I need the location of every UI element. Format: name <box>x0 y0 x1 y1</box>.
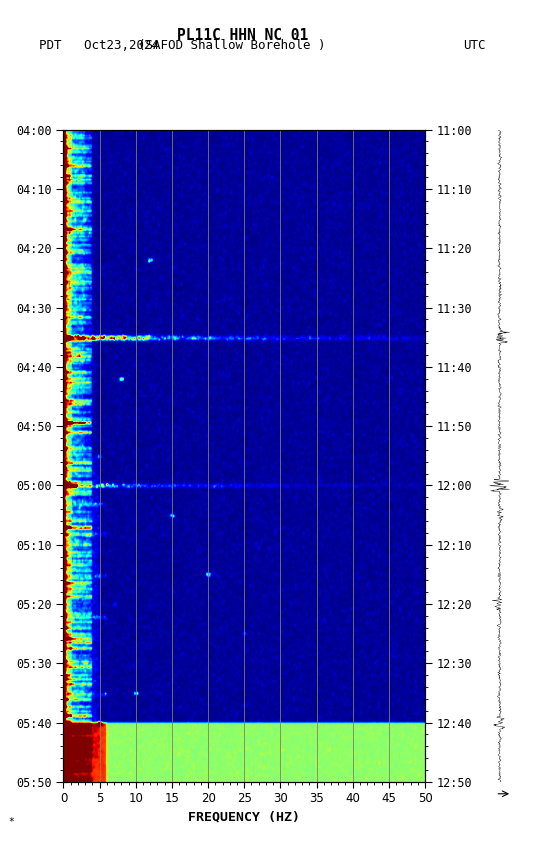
Text: *: * <box>8 817 14 827</box>
Text: PL11C HHN NC 01: PL11C HHN NC 01 <box>177 28 309 42</box>
X-axis label: FREQUENCY (HZ): FREQUENCY (HZ) <box>188 811 300 824</box>
Text: UTC: UTC <box>464 39 486 52</box>
Text: (SAFOD Shallow Borehole ): (SAFOD Shallow Borehole ) <box>138 39 326 52</box>
Text: PDT   Oct23,2024: PDT Oct23,2024 <box>39 39 158 52</box>
